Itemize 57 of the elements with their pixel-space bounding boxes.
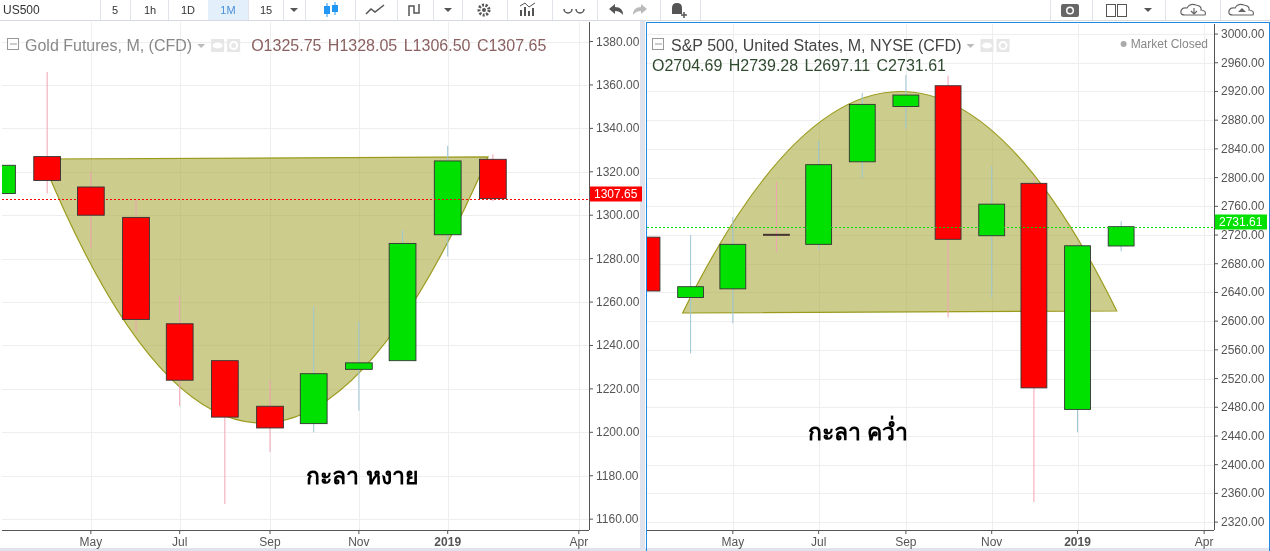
annotation: กะลา หงาย xyxy=(306,462,418,489)
y-tick-label: 3000.00 xyxy=(1221,27,1265,42)
x-tick-label: Jul xyxy=(810,535,827,549)
y-tick-label: 1300.00 xyxy=(596,208,640,223)
x-tick-label: 2019 xyxy=(1064,535,1092,549)
y-tick-label: 2880.00 xyxy=(1221,113,1265,128)
x-tick-label: May xyxy=(721,535,745,549)
x-tick-label: Sep xyxy=(895,535,917,549)
y-tick-label: 1160.00 xyxy=(596,512,639,527)
y-tick-label: 1200.00 xyxy=(596,425,640,440)
text: O2704.69 H2739.28 L2697.11 C2731.61 xyxy=(652,57,947,74)
y-tick-label: 1280.00 xyxy=(596,251,640,266)
text: 1h xyxy=(143,4,157,16)
y-tick-label: 2440.00 xyxy=(1221,428,1265,443)
annotation: กะลา คว่ำ xyxy=(807,414,909,445)
text: 5 xyxy=(111,4,119,16)
y-tick-label: 2600.00 xyxy=(1221,314,1265,329)
y-tick-label: 2360.00 xyxy=(1221,486,1265,501)
y-tick-label: 1380.00 xyxy=(596,34,640,49)
y-tick-label: 2920.00 xyxy=(1221,84,1265,99)
x-tick-label: Apr xyxy=(569,535,589,549)
x-tick-label: Sep xyxy=(259,535,282,549)
text: 15 xyxy=(259,4,273,16)
y-tick-label: 1260.00 xyxy=(596,295,640,310)
y-tick-label: 1180.00 xyxy=(596,468,639,483)
ref-line-label: 1307.65 xyxy=(594,187,638,201)
y-tick-label: 1320.00 xyxy=(596,164,640,179)
y-tick-label: 2720.00 xyxy=(1221,228,1265,243)
text: O1325.75 H1328.05 L1306.50 C1307.65 xyxy=(251,37,547,54)
text: 1M xyxy=(220,4,236,16)
y-tick-label: 1340.00 xyxy=(596,121,640,136)
y-tick-label: 2680.00 xyxy=(1221,256,1265,271)
y-tick-label: 1240.00 xyxy=(596,338,640,353)
text: 1D xyxy=(180,4,196,16)
x-tick-label: Apr xyxy=(1194,535,1214,549)
y-tick-label: 2760.00 xyxy=(1221,199,1265,214)
y-tick-label: 1220.00 xyxy=(596,381,640,396)
x-tick-label: Nov xyxy=(981,535,1003,549)
y-tick-label: 2320.00 xyxy=(1221,515,1265,530)
text: S&P 500, United States, M, NYSE (CFD) xyxy=(671,37,962,54)
y-tick-label: 2800.00 xyxy=(1221,170,1265,185)
y-tick-label: 2520.00 xyxy=(1221,371,1265,386)
y-tick-label: 2640.00 xyxy=(1221,285,1265,300)
ref-line-label: 2731.61 xyxy=(1219,215,1263,229)
x-tick-label: Jul xyxy=(172,535,188,549)
x-tick-label: 2019 xyxy=(434,535,462,549)
y-tick-label: 2840.00 xyxy=(1221,141,1265,156)
annotation: Market Closed xyxy=(1130,37,1208,51)
y-tick-label: 2480.00 xyxy=(1221,400,1265,415)
y-tick-label: 1360.00 xyxy=(596,77,640,92)
y-tick-label: 2960.00 xyxy=(1221,55,1265,70)
y-tick-label: 2560.00 xyxy=(1221,342,1265,357)
text: US500 xyxy=(3,3,41,17)
x-tick-label: Nov xyxy=(348,535,370,549)
text: Gold Futures, M, (CFD) xyxy=(25,37,193,54)
y-tick-label: 2400.00 xyxy=(1221,457,1265,472)
x-tick-label: May xyxy=(79,535,103,549)
